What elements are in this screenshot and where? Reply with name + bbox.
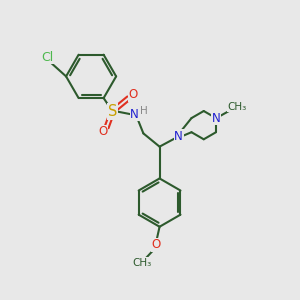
Text: O: O (128, 88, 138, 101)
Text: N: N (130, 108, 139, 121)
Text: N: N (174, 130, 183, 143)
Text: H: H (140, 106, 148, 116)
Text: N: N (212, 112, 220, 124)
Text: O: O (98, 125, 108, 138)
Text: CH₃: CH₃ (228, 102, 247, 112)
Text: CH₃: CH₃ (133, 258, 152, 268)
Text: Cl: Cl (42, 51, 54, 64)
Text: S: S (108, 104, 117, 119)
Text: O: O (152, 238, 161, 251)
